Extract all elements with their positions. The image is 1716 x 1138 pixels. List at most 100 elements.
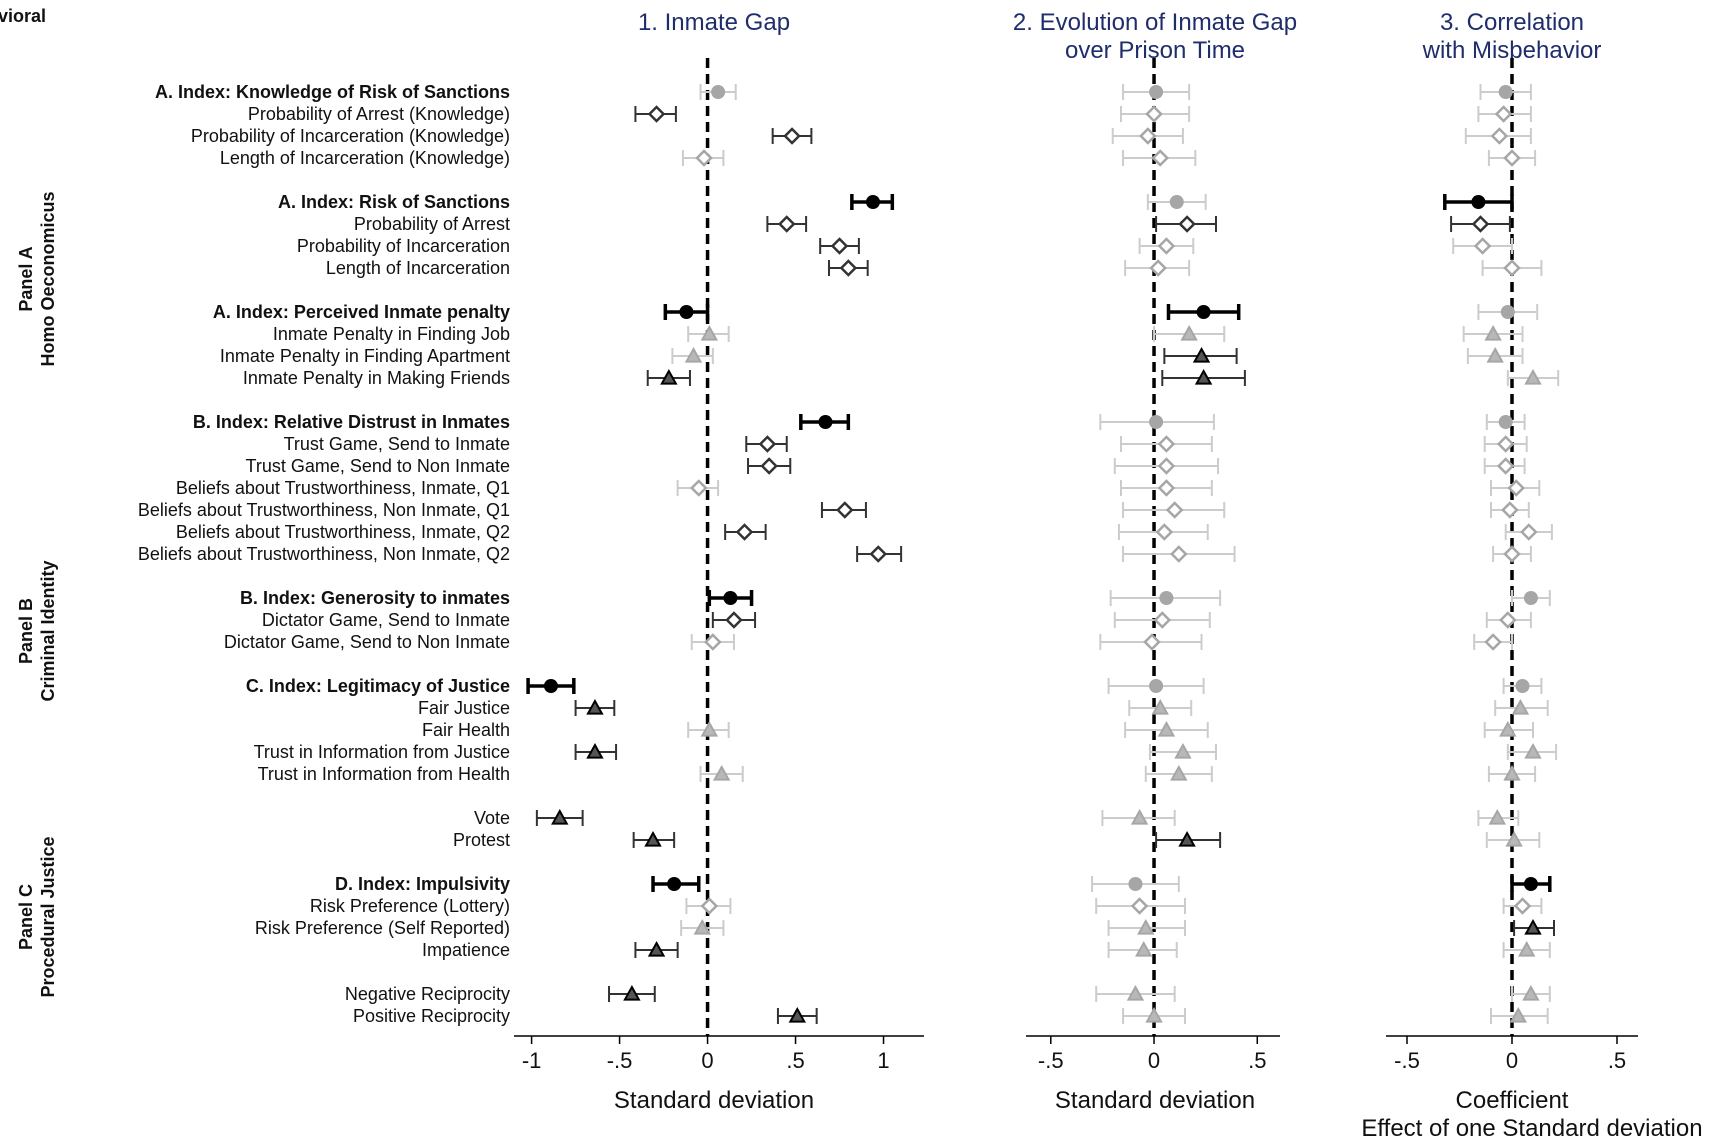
diamond-point	[1151, 149, 1169, 167]
x-tick-label: .5	[1248, 1048, 1266, 1073]
triangle-point	[1157, 720, 1176, 737]
triangle-point	[693, 918, 711, 935]
x-axis-label: Standard deviation	[614, 1087, 814, 1114]
index-point	[1196, 305, 1211, 319]
panel-group-labels: Panel A Homo Oeconomicus Panel B Criminal I…	[0, 0, 58, 998]
triangle-point	[1499, 720, 1517, 737]
diamond-point	[1157, 479, 1176, 497]
component-row-label: Trust in Information from Justice	[254, 742, 510, 762]
diamond-point	[836, 501, 854, 519]
x-tick-label: 0	[1148, 1048, 1160, 1073]
diamond-point	[777, 215, 796, 233]
triangle-point	[1192, 346, 1211, 363]
index-point	[865, 195, 880, 209]
index-point	[1500, 305, 1515, 319]
triangle-point	[712, 764, 731, 781]
index-point	[818, 415, 833, 429]
component-row-label: Vote	[474, 808, 510, 828]
triangle-point	[1178, 830, 1196, 847]
triangle-point	[1524, 368, 1542, 385]
diamond-point	[1503, 259, 1521, 277]
component-row-label: Dictator Game, Send to Inmate	[262, 610, 510, 630]
index-row-label: B. Index: Relative Distrust in Inmates	[193, 412, 510, 432]
index-point	[1498, 85, 1513, 99]
diamond-point	[1157, 237, 1176, 255]
component-row-label: Dictator Game, Send to Non Inmate	[224, 632, 510, 652]
triangle-point	[551, 808, 569, 825]
component-row-label: Beliefs about Trustworthiness, Inmate, Q…	[176, 522, 510, 542]
triangle-point	[1518, 940, 1536, 957]
component-row-label: Probability of Incarceration	[297, 236, 510, 256]
diamond-point	[735, 523, 754, 541]
x-tick-label: -.5	[1394, 1048, 1420, 1073]
diamond-point	[1503, 545, 1521, 563]
triangle-point	[1511, 698, 1530, 715]
triangle-point	[1194, 368, 1213, 385]
diamond-point	[1471, 215, 1490, 233]
x-tick-label: 1	[877, 1048, 889, 1073]
diamond-point	[1149, 259, 1167, 277]
index-row-label: C. Index: Legitimacy of Justice	[246, 676, 510, 696]
component-row-label: Impatience	[422, 940, 510, 960]
x-tick-label: -.5	[607, 1048, 633, 1073]
index-row-label: A. Index: Knowledge of Risk of Sanctions	[155, 82, 510, 102]
component-row-label: Negative Reciprocity	[345, 984, 510, 1004]
diamond-point	[783, 127, 801, 145]
diamond-point	[1473, 237, 1492, 255]
component-row-label: Protest	[453, 830, 510, 850]
index-point	[1169, 195, 1184, 209]
diamond-point	[1513, 897, 1532, 915]
diamond-point	[1145, 105, 1163, 123]
index-point	[1523, 591, 1538, 605]
diamond-point	[760, 457, 778, 475]
index-point	[1149, 415, 1164, 429]
index-point	[1471, 195, 1486, 209]
diamond-point	[1501, 501, 1519, 519]
index-row-label: A. Index: Risk of Sanctions	[278, 192, 510, 212]
triangle-point	[644, 830, 662, 847]
diamond-point	[647, 105, 666, 123]
x-tick-label: 0	[701, 1048, 713, 1073]
triangle-point	[1174, 742, 1192, 759]
x-axis-label: Coefficient Effect of one Standard deviat…	[1361, 1087, 1702, 1138]
panel-title: 2. Evolution of Inmate Gap over Prison Ti…	[1013, 9, 1297, 64]
diamond-point	[1496, 435, 1515, 453]
component-row-label: Length of Incarceration	[326, 258, 510, 278]
panel-group-label: Panel DBehavioral	[0, 0, 46, 26]
component-row-label: Beliefs about Trustworthiness, Inmate, Q…	[176, 478, 510, 498]
diamond-point	[1170, 545, 1188, 563]
index-point	[1523, 877, 1538, 891]
x-tick-label: 0	[1506, 1048, 1518, 1073]
component-row-label: Trust Game, Send to Inmate	[284, 434, 510, 454]
index-point	[723, 591, 738, 605]
diamond-point	[839, 259, 858, 277]
index-row-label: A. Index: Perceived Inmate penalty	[213, 302, 510, 322]
triangle-point	[1522, 984, 1540, 1001]
component-row-label: Fair Health	[422, 720, 510, 740]
triangle-point	[1145, 1006, 1163, 1023]
component-row-label: Beliefs about Trustworthiness, Non Inmat…	[138, 544, 510, 564]
component-row-label: Risk Preference (Lottery)	[310, 896, 510, 916]
diamond-point	[704, 633, 722, 651]
index-point	[667, 877, 682, 891]
diamond-point	[830, 237, 849, 255]
panel-3: 3. Correlation with Misbehavior -.5 0 .5 Coef…	[1361, 9, 1702, 1138]
triangle-point	[1130, 808, 1149, 825]
panel-group-label: Panel B Criminal Identity	[16, 560, 58, 701]
panel-group-label: Panel C Procedural Justice	[16, 836, 58, 997]
diamond-point	[1484, 633, 1502, 651]
diamond-point	[1178, 215, 1196, 233]
diamond-point	[1157, 435, 1176, 453]
panel-1: 1. Inmate Gap -1 -.5 0 .5 1 Standard deviation	[514, 9, 924, 1114]
panel-2: 2. Evolution of Inmate Gap over Prison Ti…	[1013, 9, 1297, 1114]
index-point	[1515, 679, 1530, 693]
diamond-point	[1139, 127, 1157, 145]
diamond-point	[1507, 479, 1525, 497]
triangle-point	[1135, 940, 1153, 957]
panel-group-label: Panel A Homo Oeconomicus	[16, 191, 58, 366]
component-row-label: Probability of Incarceration (Knowledge)	[191, 126, 510, 146]
diamond-point	[1157, 457, 1176, 475]
component-row-label: Probability of Arrest	[354, 214, 510, 234]
triangle-point	[788, 1006, 807, 1023]
